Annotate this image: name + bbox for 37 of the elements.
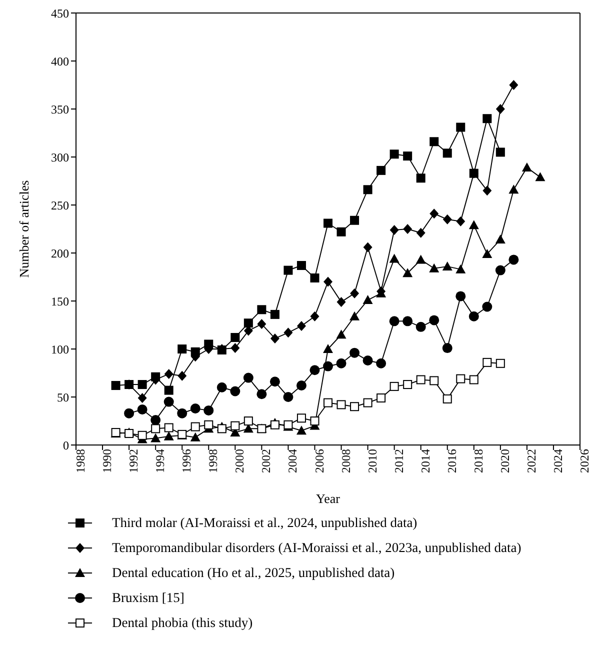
x-tick-label: 1998 xyxy=(206,449,220,473)
x-tick-label: 2000 xyxy=(232,449,247,473)
x-tick-label: 1996 xyxy=(180,449,194,473)
x-tick-label: 2020 xyxy=(498,449,512,473)
x-axis-title: Year xyxy=(316,491,341,506)
y-tick-label: 100 xyxy=(51,342,69,356)
x-tick-label: 2008 xyxy=(338,449,353,473)
y-tick-label: 450 xyxy=(51,6,69,20)
x-tick-label: 2014 xyxy=(418,449,432,473)
x-tick-label: 2012 xyxy=(392,449,406,473)
y-tick-label: 200 xyxy=(51,246,69,260)
x-tick-label: 1988 xyxy=(74,449,88,473)
y-tick-label: 400 xyxy=(51,54,69,68)
x-tick-label: 2010 xyxy=(365,449,380,473)
x-tick-label: 2022 xyxy=(524,449,538,473)
x-tick-label: 1994 xyxy=(153,449,168,473)
x-tick-label: 2004 xyxy=(286,449,300,473)
x-tick-label: 2002 xyxy=(259,449,274,473)
y-axis-title: Number of articles xyxy=(16,180,32,278)
legend-label: Bruxism [15] xyxy=(112,590,184,606)
legend-label: Dental phobia (this study) xyxy=(112,614,253,630)
x-tick-label: 1992 xyxy=(126,449,141,473)
x-tick-label: 1990 xyxy=(100,449,114,473)
y-tick-label: 350 xyxy=(51,102,69,116)
x-tick-label: 2018 xyxy=(471,449,486,473)
x-tick-label: 2024 xyxy=(550,449,565,473)
x-tick-label: 2016 xyxy=(444,449,459,473)
x-tick-label: 2026 xyxy=(578,449,592,473)
y-tick-label: 0 xyxy=(63,438,69,452)
y-tick-label: 250 xyxy=(51,198,69,212)
y-tick-label: 50 xyxy=(57,390,69,404)
legend-label: Third molar (AI-Moraissi et al., 2024, unpublished data) xyxy=(112,514,418,530)
y-tick-label: 300 xyxy=(51,150,69,164)
legend-label: Dental education (Ho et al., 2025, unpublished data) xyxy=(112,564,395,580)
legend-label: Temporomandibular disorders (AI-Moraissi et al., 2023a, unpublished data) xyxy=(112,540,522,556)
x-tick-label: 2006 xyxy=(312,449,326,473)
y-tick-label: 150 xyxy=(51,294,69,308)
